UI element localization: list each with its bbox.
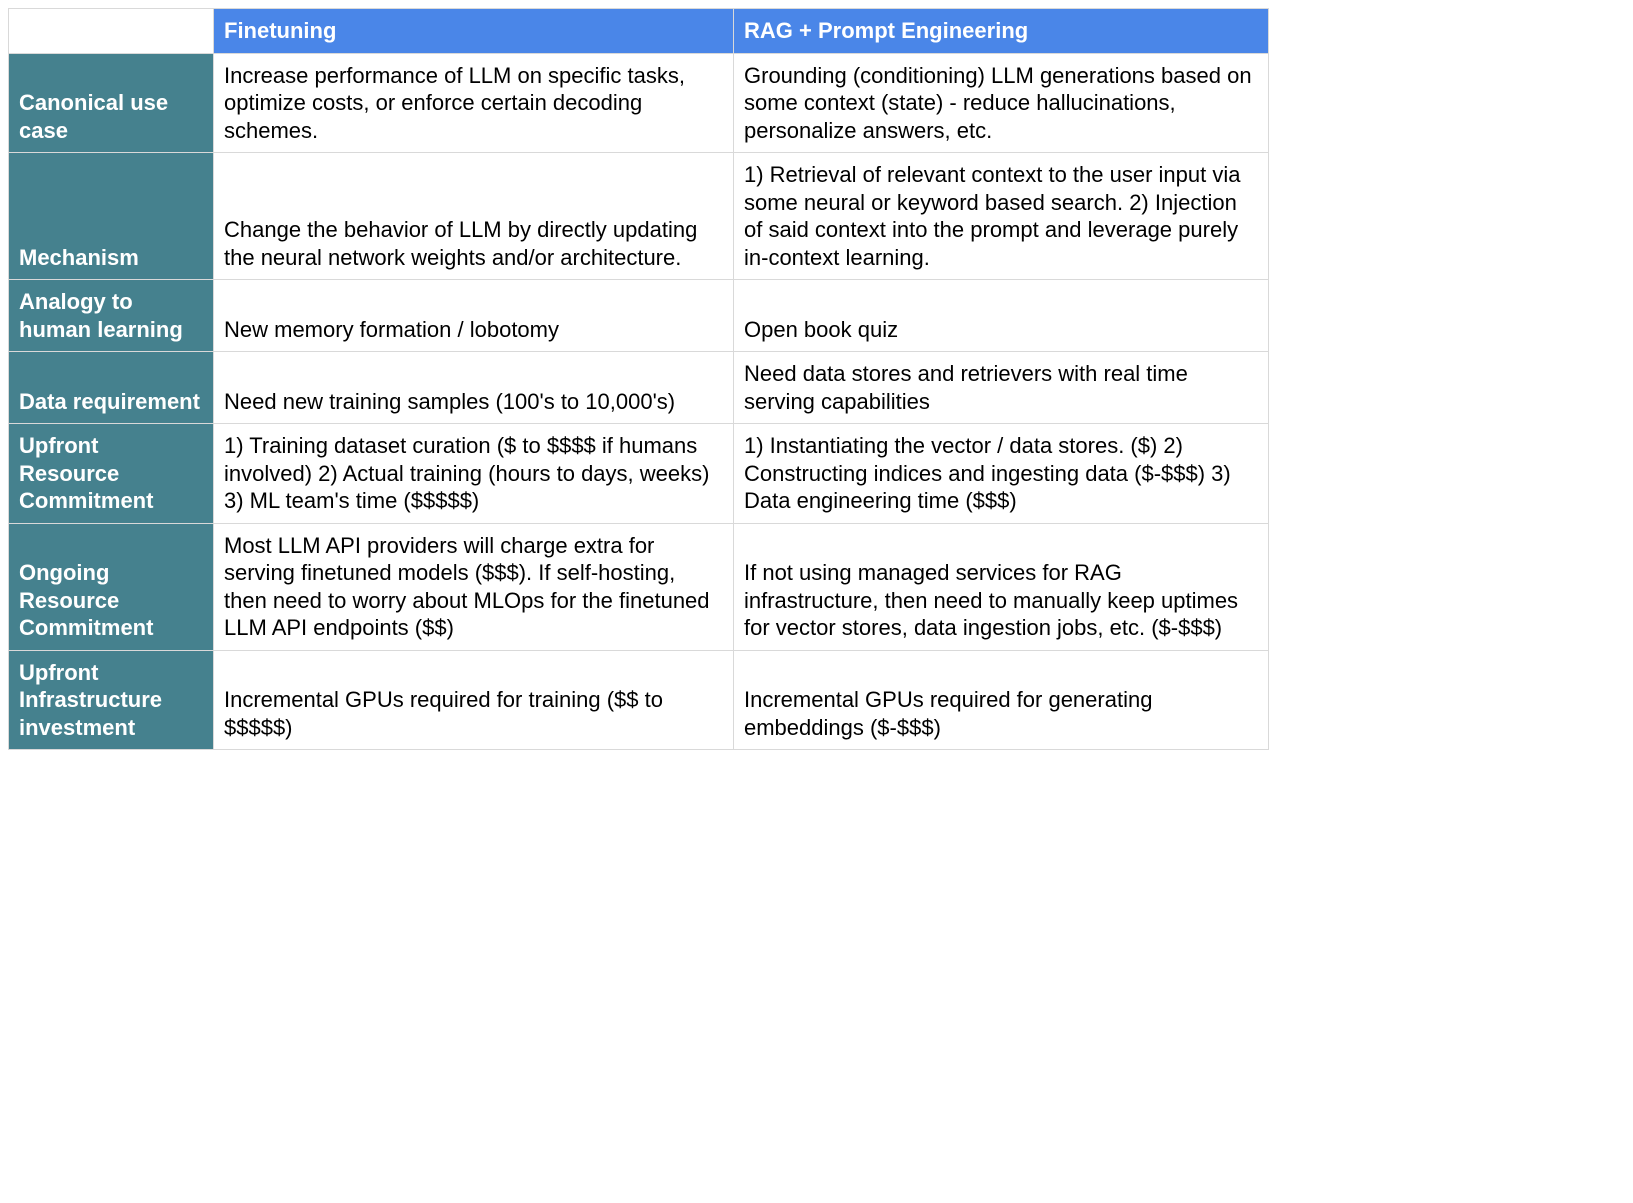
row-header-canonical-use-case: Canonical use case — [9, 53, 214, 153]
cell-mechanism-rag: 1) Retrieval of relevant context to the … — [734, 153, 1269, 280]
cell-canonical-use-case-rag: Grounding (conditioning) LLM generations… — [734, 53, 1269, 153]
row-header-upfront-resource: Upfront Resource Commitment — [9, 424, 214, 524]
cell-mechanism-finetuning: Change the behavior of LLM by directly u… — [214, 153, 734, 280]
table-row: Upfront Infrastructure investment Increm… — [9, 650, 1269, 750]
cell-upfront-resource-finetuning: 1) Training dataset curation ($ to $$$$ … — [214, 424, 734, 524]
row-header-mechanism: Mechanism — [9, 153, 214, 280]
cell-data-requirement-rag: Need data stores and retrievers with rea… — [734, 352, 1269, 424]
cell-upfront-resource-rag: 1) Instantiating the vector / data store… — [734, 424, 1269, 524]
row-header-data-requirement: Data requirement — [9, 352, 214, 424]
table-row: Data requirement Need new training sampl… — [9, 352, 1269, 424]
cell-upfront-infra-rag: Incremental GPUs required for generating… — [734, 650, 1269, 750]
cell-ongoing-resource-rag: If not using managed services for RAG in… — [734, 523, 1269, 650]
comparison-table: Finetuning RAG + Prompt Engineering Cano… — [8, 8, 1269, 750]
table-row: Ongoing Resource Commitment Most LLM API… — [9, 523, 1269, 650]
cell-ongoing-resource-finetuning: Most LLM API providers will charge extra… — [214, 523, 734, 650]
cell-analogy-rag: Open book quiz — [734, 280, 1269, 352]
header-row: Finetuning RAG + Prompt Engineering — [9, 9, 1269, 54]
cell-data-requirement-finetuning: Need new training samples (100's to 10,0… — [214, 352, 734, 424]
cell-upfront-infra-finetuning: Incremental GPUs required for training (… — [214, 650, 734, 750]
table-row: Analogy to human learning New memory for… — [9, 280, 1269, 352]
table-row: Canonical use case Increase performance … — [9, 53, 1269, 153]
column-header-finetuning: Finetuning — [214, 9, 734, 54]
row-header-upfront-infra: Upfront Infrastructure investment — [9, 650, 214, 750]
column-header-rag: RAG + Prompt Engineering — [734, 9, 1269, 54]
row-header-analogy: Analogy to human learning — [9, 280, 214, 352]
header-blank-cell — [9, 9, 214, 54]
row-header-ongoing-resource: Ongoing Resource Commitment — [9, 523, 214, 650]
table-row: Mechanism Change the behavior of LLM by … — [9, 153, 1269, 280]
cell-analogy-finetuning: New memory formation / lobotomy — [214, 280, 734, 352]
cell-canonical-use-case-finetuning: Increase performance of LLM on specific … — [214, 53, 734, 153]
table-row: Upfront Resource Commitment 1) Training … — [9, 424, 1269, 524]
comparison-table-wrap: Finetuning RAG + Prompt Engineering Cano… — [8, 8, 1268, 750]
